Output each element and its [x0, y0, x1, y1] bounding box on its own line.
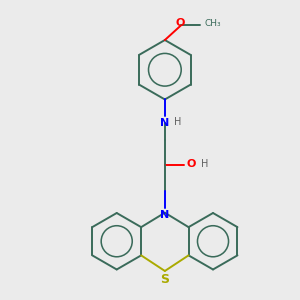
Text: N: N	[160, 118, 169, 128]
Text: CH₃: CH₃	[204, 19, 221, 28]
Text: H: H	[201, 159, 208, 169]
Text: O: O	[176, 18, 185, 28]
Text: N: N	[160, 210, 170, 220]
Text: H: H	[174, 117, 182, 127]
Text: O: O	[187, 159, 196, 169]
Text: S: S	[160, 273, 169, 286]
